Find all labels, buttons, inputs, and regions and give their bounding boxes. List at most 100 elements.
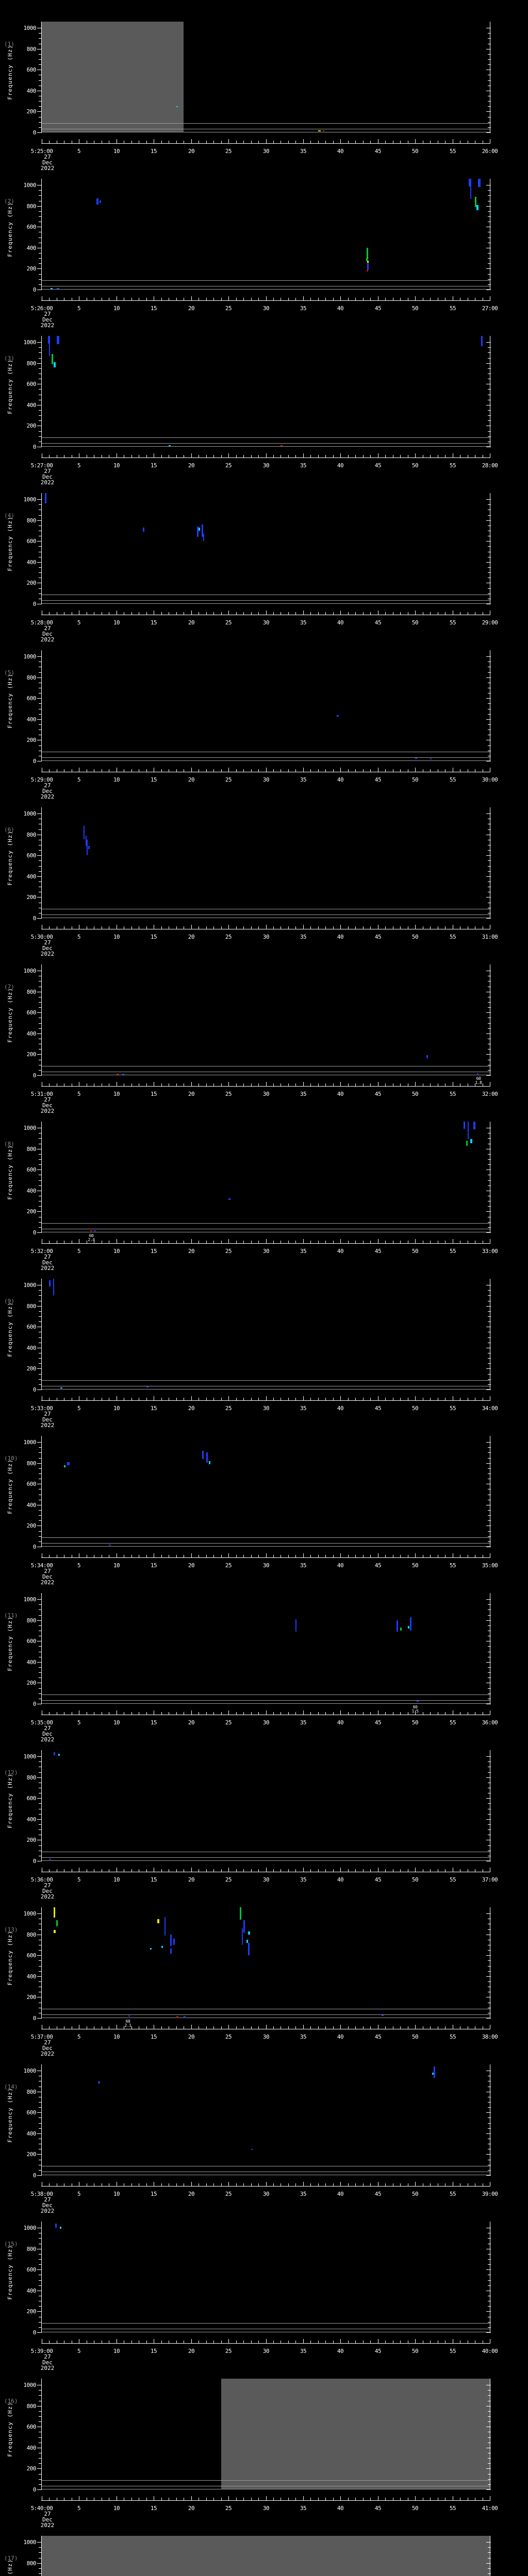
- x-axis-tick: [228, 453, 229, 457]
- x-axis-label: 20: [188, 2348, 195, 2354]
- x-axis-tick: [258, 455, 259, 457]
- spectral-trace: [56, 1920, 58, 1926]
- spectral-trace: [477, 179, 481, 188]
- x-axis-tick: [131, 2341, 132, 2343]
- y-axis-tick-right: [488, 352, 491, 353]
- spectral-trace: [49, 1858, 52, 1860]
- y-axis-line-left: [41, 2536, 42, 2576]
- x-axis-tick: [340, 2339, 341, 2343]
- x-axis-tick: [325, 1555, 326, 1557]
- x-axis-tick: [325, 1712, 326, 1715]
- y-axis-tick-right: [488, 1374, 491, 1375]
- y-axis-tick: [39, 2117, 42, 2118]
- y-axis-label: 600: [26, 1481, 37, 1487]
- x-axis-tick: [161, 1869, 162, 1872]
- x-axis-tick: [251, 1869, 252, 1872]
- x-axis-tick: [430, 1712, 431, 1715]
- x-axis-tick: [370, 926, 371, 929]
- x-axis-tick: [295, 1398, 296, 1400]
- x-axis-tick: [280, 2498, 281, 2500]
- x-axis-tick: [49, 1241, 50, 1243]
- y-axis-tick: [39, 504, 42, 505]
- x-axis-line: [41, 2500, 490, 2501]
- x-axis-tick: [266, 611, 267, 615]
- trace-annotation-line: 60: [412, 1705, 418, 1709]
- y-axis-tick-right: [488, 1845, 491, 1846]
- x-axis-tick: [325, 1398, 326, 1400]
- y-axis-tick: [39, 1966, 42, 1967]
- x-axis-tick: [325, 769, 326, 772]
- y-axis-tick: [39, 2547, 42, 2548]
- x-axis-tick: [213, 2341, 214, 2343]
- x-axis-tick: [236, 2026, 237, 2029]
- x-axis-tick: [191, 611, 192, 615]
- x-axis-tick: [385, 769, 386, 772]
- y-axis-tick: [39, 64, 42, 65]
- spectral-trace: [318, 130, 321, 131]
- x-axis-tick: [318, 1398, 319, 1400]
- x-axis-label: 35: [300, 2033, 307, 2040]
- spectral-trace: [169, 445, 171, 446]
- x-axis-label: 35: [300, 1248, 307, 1255]
- y-axis-tick: [39, 2128, 42, 2129]
- spectrogram-panel: (11) Frequency (Hz) 0 200 400 600 800 1000 5:35:…: [0, 1582, 528, 1743]
- y-axis-label: 800: [26, 989, 37, 995]
- date-label-line: 27: [44, 2196, 51, 2203]
- x-axis-tick: [280, 455, 281, 457]
- date-label: 27 Dec 2022: [36, 1254, 59, 1271]
- y-axis-tick-right: [486, 342, 491, 343]
- x-axis-tick: [430, 141, 431, 143]
- x-axis-tick: [161, 298, 162, 300]
- x-axis-tick: [49, 2183, 50, 2186]
- y-axis-tick-right: [488, 368, 491, 369]
- x-axis-label: 5:33:00: [30, 1405, 53, 1412]
- y-axis-label: 400: [26, 1188, 37, 1194]
- x-axis-label: 20: [188, 305, 195, 312]
- x-axis-label: 40: [337, 1876, 344, 1883]
- y-axis-tick-right: [488, 1693, 491, 1694]
- x-axis-label: 50: [411, 1248, 419, 1255]
- x-axis-tick: [273, 1712, 274, 1715]
- y-axis-label: 800: [26, 517, 37, 524]
- y-axis-line-left: [41, 2064, 42, 2176]
- x-axis-tick: [228, 139, 229, 143]
- date-label-line: Dec: [42, 1416, 53, 1423]
- spectral-trace: [432, 2073, 434, 2075]
- y-axis-label: 400: [26, 1502, 37, 1509]
- x-axis-label: 30: [262, 148, 270, 155]
- y-axis-tick: [39, 2411, 42, 2412]
- x-axis-label: 10: [113, 1876, 120, 1883]
- x-axis-label: 36:00: [482, 1719, 498, 1726]
- spectral-trace: [466, 1140, 468, 1146]
- date-label-line: 2022: [40, 1736, 55, 1743]
- plot-area: [42, 1593, 490, 1704]
- x-axis-tick: [310, 1712, 311, 1715]
- x-axis-tick: [333, 1398, 334, 1400]
- y-axis-label: 1000: [23, 1753, 37, 1760]
- x-axis-label: 26:00: [482, 148, 498, 155]
- y-axis-label: 0: [32, 601, 37, 607]
- x-axis-tick: [340, 139, 341, 143]
- y-axis-tick: [39, 420, 42, 421]
- x-axis-tick: [355, 455, 356, 457]
- spectrogram-panel: (3) Frequency (Hz) 0 200 400 600 800 1000 5:27:0…: [0, 325, 528, 485]
- x-axis-tick: [221, 926, 222, 929]
- spectral-trace: [56, 288, 59, 290]
- x-axis-tick: [430, 926, 431, 929]
- y-axis-tick-right: [486, 2269, 491, 2270]
- x-axis-tick: [400, 2341, 401, 2343]
- spectral-trace: [470, 179, 472, 199]
- x-axis-tick: [236, 1869, 237, 1872]
- x-axis-tick: [333, 1555, 334, 1557]
- x-axis-tick: [445, 769, 446, 772]
- y-axis-tick-right: [488, 1447, 491, 1448]
- x-axis-tick: [333, 298, 334, 300]
- x-axis-label: 31:00: [482, 934, 498, 940]
- y-axis-tick: [39, 190, 42, 191]
- y-axis-tick: [39, 1677, 42, 1678]
- spectral-trace: [246, 1939, 248, 1943]
- x-axis-tick: [191, 1553, 192, 1557]
- x-axis-tick: [348, 2183, 349, 2186]
- y-axis-tick: [37, 2489, 42, 2490]
- x-axis-tick: [303, 2339, 304, 2343]
